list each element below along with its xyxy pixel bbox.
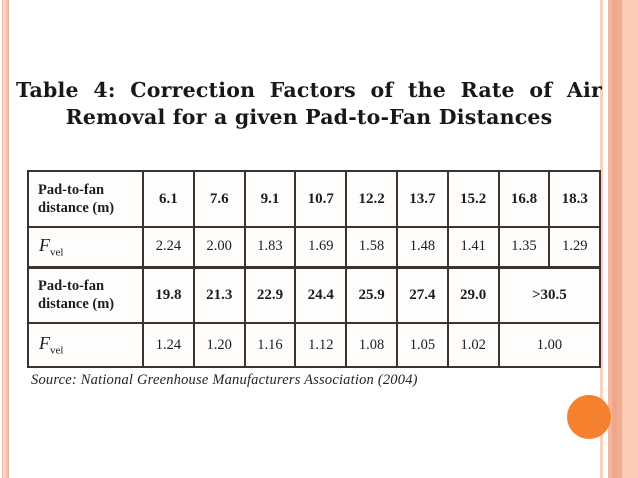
fvel-value: 1.35 bbox=[497, 226, 551, 268]
scanned-table-region: Pad-to-fan distance (m) 6.1 7.6 9.1 10.7… bbox=[27, 170, 602, 368]
distance-value: 27.4 bbox=[395, 265, 449, 324]
fvel-value: 1.24 bbox=[142, 322, 195, 368]
row-label-distance: Pad-to-fan distance (m) bbox=[27, 170, 144, 228]
fvel-symbol: F bbox=[39, 333, 50, 354]
right-accent-stripe-thin bbox=[600, 0, 603, 478]
right-accent-band bbox=[617, 0, 638, 478]
left-accent-stripe bbox=[2, 0, 9, 478]
fvel-value: 1.83 bbox=[243, 226, 297, 268]
distance-value: 12.2 bbox=[345, 170, 398, 228]
orange-circle-decoration bbox=[567, 395, 611, 439]
fvel-subscript: vel bbox=[50, 344, 64, 357]
row-label-fvel: Fvel bbox=[27, 226, 144, 268]
slide-title: Table 4: Correction Factors of the Rate … bbox=[16, 77, 602, 131]
table-row-fvel-1: Fvel 2.24 2.00 1.83 1.69 1.58 1.48 1.41 … bbox=[27, 226, 602, 268]
slide-title-line1: Table 4: Correction Factors of the Rate … bbox=[16, 78, 602, 102]
source-citation: Source: National Greenhouse Manufacturer… bbox=[31, 372, 418, 388]
fvel-value: 1.05 bbox=[395, 322, 449, 368]
fvel-value: 1.48 bbox=[395, 226, 449, 268]
distance-value: 9.1 bbox=[243, 170, 297, 228]
correction-factors-table: Pad-to-fan distance (m) 6.1 7.6 9.1 10.7… bbox=[27, 170, 602, 368]
distance-value: 15.2 bbox=[446, 170, 500, 228]
distance-value: 29.0 bbox=[446, 265, 500, 324]
distance-value: 7.6 bbox=[192, 170, 246, 228]
fvel-value: 1.02 bbox=[446, 322, 500, 368]
fvel-subscript: vel bbox=[50, 246, 64, 259]
right-accent-stripe-salmon bbox=[608, 0, 612, 478]
fvel-value: 1.41 bbox=[446, 226, 500, 268]
fvel-value-merged: 1.00 bbox=[497, 322, 602, 368]
distance-value: 18.3 bbox=[548, 170, 602, 228]
row-label-fvel: Fvel bbox=[27, 322, 144, 368]
fvel-value: 1.69 bbox=[294, 226, 348, 268]
fvel-value: 1.58 bbox=[345, 226, 398, 268]
distance-value: 6.1 bbox=[142, 170, 195, 228]
distance-value: 16.8 bbox=[497, 170, 551, 228]
distance-value: 10.7 bbox=[294, 170, 348, 228]
fvel-value: 2.00 bbox=[192, 226, 246, 268]
slide-title-line2: Removal for a given Pad-to-Fan Distances bbox=[65, 105, 553, 129]
fvel-value: 1.08 bbox=[345, 322, 398, 368]
fvel-value: 1.16 bbox=[243, 322, 297, 368]
row-label-distance: Pad-to-fan distance (m) bbox=[27, 265, 144, 324]
distance-value: 24.4 bbox=[294, 265, 348, 324]
fvel-value: 1.12 bbox=[294, 322, 348, 368]
fvel-value: 1.29 bbox=[548, 226, 602, 268]
distance-value-merged: >30.5 bbox=[497, 265, 602, 324]
fvel-value: 2.24 bbox=[142, 226, 195, 268]
fvel-symbol: F bbox=[39, 234, 50, 255]
distance-value: 13.7 bbox=[395, 170, 449, 228]
distance-value: 25.9 bbox=[345, 265, 398, 324]
distance-value: 22.9 bbox=[243, 265, 297, 324]
distance-value: 21.3 bbox=[192, 265, 246, 324]
right-accent-stripe-dark bbox=[612, 0, 617, 478]
fvel-value: 1.20 bbox=[192, 322, 246, 368]
table-row-distance-1: Pad-to-fan distance (m) 6.1 7.6 9.1 10.7… bbox=[27, 170, 602, 228]
table-row-distance-2: Pad-to-fan distance (m) 19.8 21.3 22.9 2… bbox=[27, 265, 602, 324]
distance-value: 19.8 bbox=[142, 265, 195, 324]
table-row-fvel-2: Fvel 1.24 1.20 1.16 1.12 1.08 1.05 1.02 … bbox=[27, 322, 602, 368]
